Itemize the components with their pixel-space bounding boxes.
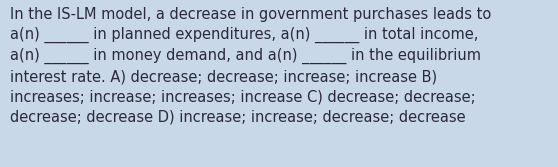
Text: In the IS-LM model, a decrease in government purchases leads to
a(n) ______ in p: In the IS-LM model, a decrease in govern… [10, 7, 491, 124]
